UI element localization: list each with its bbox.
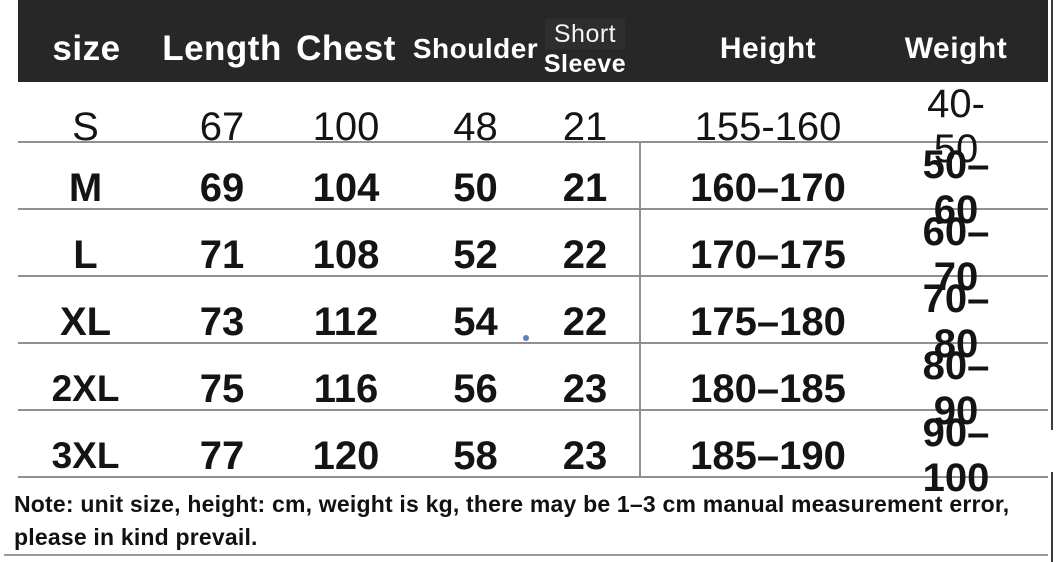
table-row-l: L 71 108 52 22 170–175 60–70 xyxy=(18,210,1048,299)
measurement-note-line1: Note: unit size, height: cm, weight is k… xyxy=(14,491,1010,517)
cell-shoulder: 54 xyxy=(453,299,498,344)
cell-height: 160–170 xyxy=(690,165,846,210)
bottom-rule xyxy=(4,554,1048,556)
cell-height: 180–185 xyxy=(690,366,846,411)
cell-chest: 104 xyxy=(312,165,380,210)
header-length: Length xyxy=(162,29,282,68)
right-edge-line-bottom xyxy=(1051,472,1053,562)
table-row-m: M 69 104 50 21 160–170 50–60 xyxy=(18,143,1048,232)
header-height: Height xyxy=(719,32,817,65)
right-edge-line-top xyxy=(1051,0,1053,430)
cell-shoulder: 56 xyxy=(453,366,498,411)
table-row-s: S 67 100 48 21 155-160 40-50 xyxy=(18,82,1048,171)
cell-size: 2XL xyxy=(51,368,120,409)
cell-sleeve: 23 xyxy=(562,433,608,478)
cell-size: 3XL xyxy=(51,435,120,476)
table-row-3xl: 3XL 77 120 58 23 185–190 90–100 xyxy=(18,411,1048,500)
blue-dot-artifact xyxy=(523,335,529,341)
cell-height: 155-160 xyxy=(694,104,842,149)
cell-weight: 40-50 xyxy=(927,82,985,171)
cell-height: 170–175 xyxy=(690,232,846,277)
header-chest: Chest xyxy=(296,29,396,68)
cell-sleeve: 22 xyxy=(562,232,608,277)
cell-sleeve: 21 xyxy=(562,165,608,210)
cell-weight: 80–90 xyxy=(922,344,990,433)
cell-weight: 90–100 xyxy=(922,411,990,500)
cell-shoulder: 58 xyxy=(453,433,498,478)
header-shoulder: Shoulder xyxy=(412,33,539,64)
cell-chest: 112 xyxy=(313,299,379,344)
cell-sleeve: 23 xyxy=(562,366,608,411)
table-body: S 67 100 48 21 155-160 40-50 M 69 104 50… xyxy=(18,82,1048,500)
header-short-sleeve-line2: Sleeve xyxy=(543,50,627,78)
cell-length: 75 xyxy=(199,366,245,411)
cell-chest: 120 xyxy=(312,433,380,478)
header-size: size xyxy=(52,29,121,68)
cell-weight: 60–70 xyxy=(922,210,990,299)
cell-size: S xyxy=(72,104,99,149)
cell-height: 175–180 xyxy=(690,299,846,344)
header-short-sleeve-line1: Short xyxy=(544,19,626,49)
cell-weight: 50–60 xyxy=(922,143,990,232)
header-short-sleeve: Short Sleeve xyxy=(540,0,630,82)
cell-chest: 108 xyxy=(312,232,380,277)
cell-chest: 100 xyxy=(312,104,380,149)
header-weight: Weight xyxy=(904,32,1008,65)
cell-size: M xyxy=(68,165,103,210)
measurement-note-line2: please in kind prevail. xyxy=(14,524,258,550)
measurement-note: Note: unit size, height: cm, weight is k… xyxy=(14,488,1009,554)
cell-length: 67 xyxy=(199,104,245,149)
cell-weight: 70–80 xyxy=(922,277,990,366)
cell-length: 71 xyxy=(199,232,245,277)
table-row-xl: XL 73 112 54 22 175–180 70–80 xyxy=(18,277,1048,366)
cell-size: L xyxy=(73,232,98,277)
table-row-2xl: 2XL 75 116 56 23 180–185 80–90 xyxy=(18,344,1048,433)
cell-shoulder: 50 xyxy=(453,165,498,210)
vertical-divider xyxy=(639,143,641,478)
cell-sleeve: 22 xyxy=(562,299,608,344)
cell-shoulder: 52 xyxy=(453,232,498,277)
cell-height: 185–190 xyxy=(690,433,846,478)
table-header-bar: size Length Chest Shoulder Short Sleeve … xyxy=(18,0,1048,82)
cell-length: 73 xyxy=(199,299,245,344)
cell-length: 69 xyxy=(199,165,245,210)
cell-sleeve: 21 xyxy=(562,104,608,149)
cell-length: 77 xyxy=(199,433,245,478)
cell-size: XL xyxy=(59,299,112,344)
cell-chest: 116 xyxy=(313,366,379,411)
cell-shoulder: 48 xyxy=(453,104,498,149)
